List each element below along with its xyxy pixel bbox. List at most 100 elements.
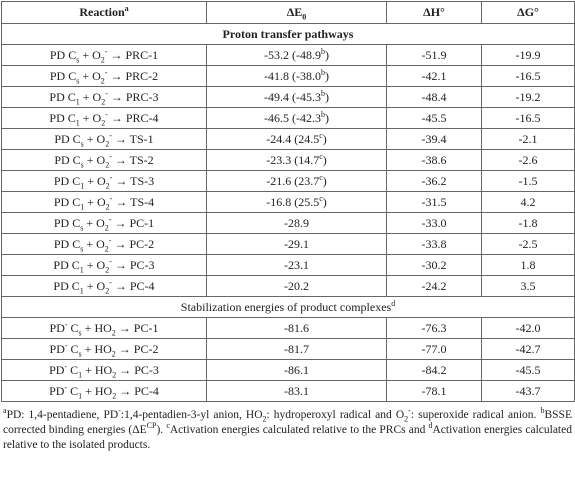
text: -31.5 (421, 194, 447, 209)
superscript: a (3, 406, 7, 416)
text: + O (83, 215, 105, 230)
text: ΔH° (423, 5, 445, 19)
text: -28.9 (284, 215, 309, 230)
header-cell: Reactiona (1, 1, 207, 24)
table-row: PD- Cs + HO2 → PC-2 -81.7 -77.0 -42.7 (1, 338, 575, 360)
text: PD C (49, 47, 77, 62)
text: + HO (81, 341, 112, 356)
table-row: PD Cs + O2- → PC-1 -28.9 -33.0 -1.8 (1, 212, 575, 234)
text: → PC-3 (111, 257, 155, 272)
table-cell: PD- C1 + HO2 → PC-3 (1, 359, 207, 381)
table-cell: -2.5 (481, 233, 575, 255)
table-row: PD Cs + O2- → PRC-1 -53.2 (-48.9b) -51.9 -1… (1, 44, 575, 66)
text: Reaction (79, 5, 125, 19)
table-cell: -77.0 (386, 338, 482, 360)
table-row: PD C1 + O2- → PRC-3 -49.4 (-45.3b) -48.4 -1… (1, 86, 575, 108)
table-cell: 4.2 (481, 191, 575, 213)
subscript: 0 (302, 12, 307, 22)
table-cell: -23.3 (14.7c) (206, 149, 387, 171)
subscript: 2 (112, 369, 117, 379)
table-cell: -31.5 (386, 191, 482, 213)
text: → PRC-3 (107, 89, 159, 104)
table-cell: -20.2 (206, 275, 387, 297)
text: → PRC-4 (107, 110, 159, 125)
text: → TS-4 (112, 194, 155, 209)
table-cell: PD C1 + O2- → PC-4 (1, 275, 207, 297)
text: -48.4 (421, 89, 447, 104)
superscript: c (319, 151, 323, 161)
text: PD (49, 341, 65, 356)
table-cell: -83.1 (206, 380, 387, 402)
header-cell: ΔE0 (206, 1, 387, 24)
text: BSSE corrected binding energies (ΔE (3, 409, 572, 436)
table-cell: -42.0 (481, 317, 575, 339)
superscript: c (319, 130, 323, 140)
subscript: s (80, 159, 84, 169)
text: → PC-2 (115, 341, 159, 356)
section-cell: Stabilization energies of product comple… (1, 296, 575, 318)
table-cell: PD C1 + O2- → TS-3 (1, 170, 207, 192)
table-row: PD- C1 + HO2 → PC-4 -83.1 -78.1 -43.7 (1, 380, 575, 402)
text: ) (325, 110, 329, 125)
table-row: PD C1 + O2- → PC-4 -20.2 -24.2 3.5 (1, 275, 575, 297)
subscript: s (78, 348, 82, 358)
text: → PC-2 (111, 236, 155, 251)
subscript: 1 (78, 369, 83, 379)
superscript: - (109, 193, 113, 203)
superscript: b (321, 46, 325, 56)
table-cell: -23.1 (206, 254, 387, 276)
table-cell: 1.8 (481, 254, 575, 276)
subscript: 2 (262, 414, 267, 424)
text: -51.9 (421, 47, 447, 62)
text: -29.1 (284, 236, 309, 251)
subscript: 2 (105, 159, 110, 169)
text: + HO (82, 362, 113, 377)
subscript: 1 (80, 201, 85, 211)
text: -83.1 (284, 383, 309, 398)
text: -76.3 (421, 320, 447, 335)
superscript: b (540, 406, 545, 416)
text: → PC-3 (116, 362, 159, 377)
subscript: 2 (104, 243, 109, 253)
table-cell: -41.8 (-38.0b) (206, 65, 387, 87)
subscript: 1 (78, 390, 83, 400)
text: -23.3 (14.7 (266, 152, 320, 167)
text: -49.4 (-45.3 (264, 89, 321, 104)
subscript: 2 (105, 180, 110, 190)
table-cell: PD- Cs + HO2 → PC-2 (1, 338, 207, 360)
table-cell: -24.4 (24.5c) (206, 128, 387, 150)
text: PD C (53, 194, 81, 209)
text: C (67, 341, 79, 356)
text: -42.7 (515, 341, 541, 356)
superscript: c (319, 172, 323, 182)
text: PD C (54, 131, 81, 146)
text: -19.9 (515, 47, 541, 62)
text: ) (325, 47, 329, 62)
text: + O (79, 89, 102, 104)
table-cell: -86.1 (206, 359, 387, 381)
subscript: 2 (100, 75, 105, 85)
text: + O (83, 152, 106, 167)
table-cell: -30.2 (386, 254, 482, 276)
table-cell: -33.8 (386, 233, 482, 255)
table-cell: -2.6 (481, 149, 575, 171)
table-cell: -1.5 (481, 170, 575, 192)
text: -43.7 (515, 383, 541, 398)
table-row: PD Cs + O2- → TS-2 -23.3 (14.7c) -38.6 -2.6 (1, 149, 575, 171)
text: -84.2 (421, 362, 447, 377)
table-cell: -38.6 (386, 149, 482, 171)
table-cell: -21.6 (23.7c) (206, 170, 387, 192)
subscript: s (76, 54, 80, 64)
subscript: 2 (404, 414, 409, 424)
text: → PRC-1 (107, 47, 159, 62)
table-cell: PD Cs + O2- → TS-2 (1, 149, 207, 171)
superscript: - (104, 46, 108, 56)
text: PD (49, 362, 65, 377)
text: PD C (53, 215, 81, 230)
superscript: c (319, 193, 323, 203)
text: -39.4 (421, 131, 447, 146)
superscript: d (391, 298, 396, 308)
text: 1.8 (520, 257, 536, 272)
text: PD C (53, 278, 80, 293)
text: -16.8 (25.5 (266, 194, 320, 209)
